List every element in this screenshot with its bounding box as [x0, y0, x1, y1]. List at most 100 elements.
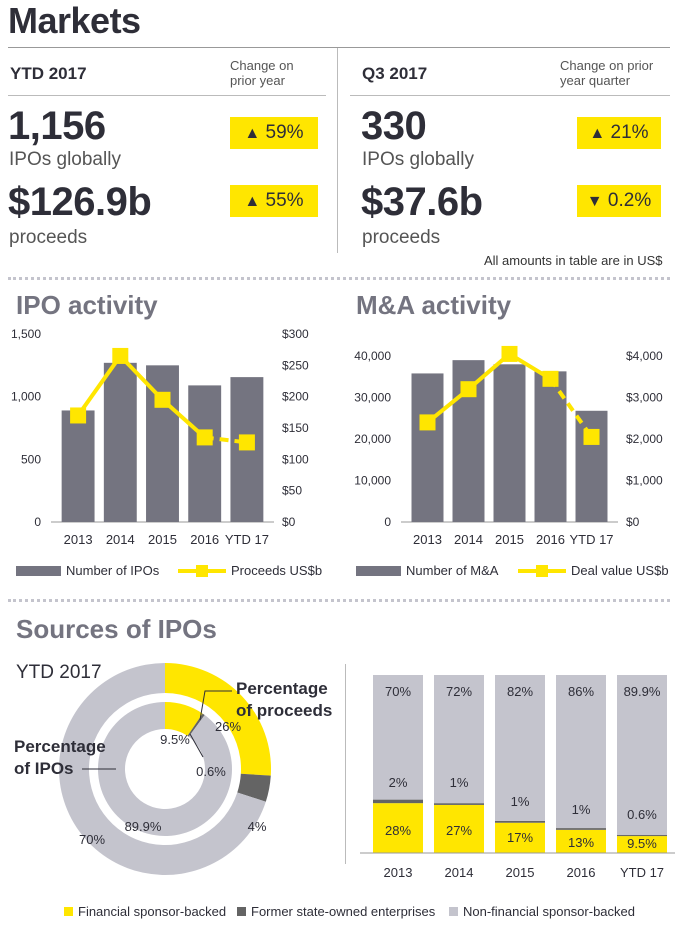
inner-slice-label: 9.5% — [160, 732, 190, 747]
up-arrow-icon: ▲ — [244, 193, 261, 210]
x-tick-label: 2016 — [567, 865, 596, 880]
stacked-bar-segment — [495, 822, 545, 853]
ma-activity-chart: 0 10,000 20,000 30,000 40,000 $0 $1,000 $2,000 $… — [354, 345, 669, 578]
header-rule-right — [350, 95, 670, 96]
q3-ipos-change-badge: ▲ 21% — [577, 117, 661, 149]
x-tick-label: 2013 — [384, 865, 413, 880]
stacked-bar-label: 27% — [446, 823, 472, 838]
stacked-bar-label: 86% — [568, 684, 594, 699]
outer-slice-label: 26% — [215, 719, 241, 734]
y-right-tick-label: $1,000 — [626, 474, 663, 488]
stacked-bar-segment — [556, 828, 606, 830]
top-rule — [8, 47, 670, 48]
sources-subtitle: YTD 2017 — [16, 662, 102, 683]
legend-label-nonfinancial: Non-financial sponsor-backed — [463, 904, 635, 919]
down-arrow-icon: ▼ — [586, 193, 603, 210]
y-right-tick-label: $150 — [282, 421, 309, 435]
x-tick-label: 2014 — [454, 532, 483, 547]
bar — [575, 410, 608, 522]
q3-header: Q3 2017 — [362, 64, 428, 83]
bar — [103, 362, 137, 522]
outer-ring-slice — [165, 663, 271, 776]
x-tick-label: YTD 17 — [620, 865, 664, 880]
stacked-bar-label: 13% — [568, 835, 594, 850]
x-tick-label: 2016 — [536, 532, 565, 547]
legend-line-marker — [196, 565, 208, 577]
inner-ring-slice — [165, 702, 203, 736]
legend-label-financial: Financial sponsor-backed — [78, 904, 227, 919]
ytd-proceeds-change-badge: ▲ 55% — [230, 185, 318, 217]
ipos-callout-label: of IPOs — [14, 759, 74, 778]
y-right-tick-label: $4,000 — [626, 349, 663, 363]
q3-proceeds-change: 0.2% — [607, 190, 652, 211]
inner-ring-slice — [97, 702, 233, 836]
legend-bar-swatch — [16, 566, 61, 576]
header-rule-left — [8, 95, 326, 96]
legend-line-marker — [536, 565, 548, 577]
ytd-ipos-label: IPOs globally — [9, 149, 121, 170]
ipo-activity-chart: 0 500 1,000 1,500 $0 $50 $100 $150 $200 $250 $300 2… — [11, 327, 322, 578]
x-tick-label: YTD 17 — [569, 532, 613, 547]
y-right-tick-label: $250 — [282, 358, 309, 372]
y-right-tick-label: $300 — [282, 327, 309, 341]
column-divider — [337, 48, 338, 253]
legend-line-label: Deal value US$b — [571, 563, 669, 578]
inner-slice-label: 89.9% — [125, 819, 162, 834]
y-left-tick-label: 500 — [21, 452, 41, 466]
bottom-legend: Financial sponsor-backed Former state-ow… — [40, 903, 680, 923]
y-left-tick-label: 1,000 — [11, 390, 41, 404]
up-arrow-icon: ▲ — [589, 125, 606, 142]
stacked-bar-label: 17% — [507, 830, 533, 845]
legend-bar-swatch — [356, 566, 401, 576]
y-right-tick-label: $50 — [282, 484, 302, 498]
sources-donut-chart: 26% 4% 70% 9.5% 0.6% 89.9% Percentage of procee… — [14, 663, 332, 875]
stacked-bar-segment — [556, 829, 606, 853]
stacked-bar-segment — [495, 675, 545, 821]
y-left-tick-label: 10,000 — [354, 474, 391, 488]
x-tick-label: YTD 17 — [225, 532, 269, 547]
proceeds-callout-label: Percentage — [236, 679, 328, 698]
ipo-activity-title: IPO activity — [16, 290, 158, 320]
line-point — [154, 391, 171, 408]
ytd-ipos-change-badge: ▲ 59% — [230, 117, 318, 149]
stacked-bar-label: 1% — [511, 794, 530, 809]
q3-ipos-label: IPOs globally — [362, 149, 474, 170]
x-tick-label: 2014 — [445, 865, 474, 880]
y-right-tick-label: $0 — [282, 515, 296, 529]
q3-change-label: Change on prior year quarter — [560, 58, 654, 88]
stacked-bar-label: 9.5% — [627, 836, 657, 851]
section-divider-2 — [8, 599, 670, 602]
stacked-bar-segment — [434, 675, 484, 804]
y-left-tick-label: 30,000 — [354, 391, 391, 405]
stacked-bar-label: 1% — [450, 775, 469, 790]
stacked-bar-label: 70% — [385, 684, 411, 699]
inner-slice-label: 0.6% — [196, 764, 226, 779]
bar — [146, 365, 179, 522]
stacked-bar-segment — [495, 820, 545, 823]
stacked-bar-segment — [617, 836, 667, 853]
y-right-tick-label: $100 — [282, 452, 309, 466]
proceeds-callout-label: of proceeds — [236, 701, 332, 720]
stacked-bar-segment — [617, 835, 667, 837]
x-tick-label: 2015 — [506, 865, 535, 880]
sources-title: Sources of IPOs — [16, 614, 217, 644]
currency-note: All amounts in table are in US$ — [484, 253, 663, 268]
stacked-bar-label: 28% — [385, 823, 411, 838]
legend-swatch-light — [449, 907, 458, 916]
stacked-bar-segment — [373, 675, 423, 800]
outer-ring-slice — [237, 773, 271, 802]
q3-ipos-change: 21% — [610, 122, 649, 143]
line-point — [501, 345, 518, 362]
y-left-tick-label: 40,000 — [354, 349, 391, 363]
line-point — [460, 381, 477, 398]
bar — [411, 373, 444, 522]
legend-bar-label: Number of M&A — [406, 563, 499, 578]
stacked-bar-segment — [373, 799, 423, 804]
legend-bar-label: Number of IPOs — [66, 563, 160, 578]
stacked-bar-label: 2% — [389, 775, 408, 790]
section-divider-1 — [8, 277, 670, 280]
stacked-bar-segment — [556, 675, 606, 829]
line-point — [583, 428, 600, 445]
outer-slice-label: 70% — [79, 832, 105, 847]
x-tick-label: 2014 — [106, 532, 135, 547]
